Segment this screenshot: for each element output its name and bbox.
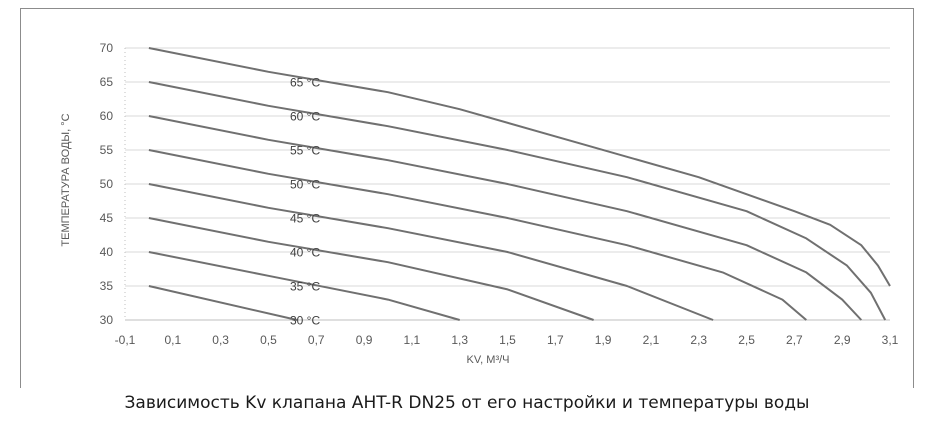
x-tick-label: 2,7: [786, 333, 803, 347]
series-label: 60 °C: [290, 110, 320, 124]
series-line-6: [148, 115, 863, 321]
series-line-3: [148, 217, 594, 321]
x-tick-label: 1,9: [595, 333, 612, 347]
x-tick-label: 0,9: [356, 333, 373, 347]
series-line-8: [148, 47, 891, 287]
series-line-2: [148, 251, 460, 321]
y-tick-label: 55: [100, 143, 114, 157]
chart-caption: Зависимость Kv клапана AHT-R DN25 от его…: [124, 393, 810, 413]
y-tick-label: 70: [100, 41, 114, 55]
series-line-7: [148, 81, 887, 321]
y-tick-label: 65: [100, 75, 114, 89]
chart-area: 30 °C 35 °C 40 °C 45 °C 50 °C 55 °C 60 °C 65 °C…: [60, 41, 899, 366]
y-tick-label: 30: [100, 313, 114, 327]
series-line-4: [148, 183, 714, 321]
y-tick-labels: 30 35 40 45 50 55 60 65 70: [100, 41, 114, 327]
series-label: 30 °C: [290, 314, 320, 328]
x-axis-title: KV, М³/Ч: [467, 354, 510, 366]
x-tick-label: -0,1: [115, 333, 136, 347]
x-tick-label: 2,5: [738, 333, 755, 347]
y-tick-label: 35: [100, 279, 114, 293]
series-label: 45 °C: [290, 212, 320, 226]
y-tick-label: 50: [100, 177, 114, 191]
series-lines: [148, 47, 891, 321]
series-line-1: [148, 285, 298, 321]
series-label: 65 °C: [290, 76, 320, 90]
series-label: 35 °C: [290, 280, 320, 294]
x-tick-label: 0,5: [260, 333, 277, 347]
y-tick-label: 40: [100, 245, 114, 259]
series-label: 40 °C: [290, 246, 320, 260]
x-tick-label: 3,1: [882, 333, 899, 347]
x-tick-label: 1,7: [547, 333, 564, 347]
x-tick-label: 2,3: [690, 333, 707, 347]
x-tick-label: 2,1: [643, 333, 660, 347]
y-tick-label: 60: [100, 109, 114, 123]
series-label: 50 °C: [290, 178, 320, 192]
y-tick-label: 45: [100, 211, 114, 225]
x-tick-label: 1,1: [404, 333, 421, 347]
x-tick-label: 0,1: [164, 333, 181, 347]
x-tick-labels: -0,1 0,1 0,3 0,5 0,7 0,9 1,1 1,3 1,5 1,7 1,9 2,1 2,3…: [115, 333, 899, 347]
x-tick-label: 1,5: [499, 333, 516, 347]
x-tick-label: 1,3: [451, 333, 468, 347]
x-tick-label: 0,3: [212, 333, 229, 347]
series-labels: 30 °C 35 °C 40 °C 45 °C 50 °C 55 °C 60 °C 65 °C: [290, 76, 320, 328]
x-tick-label: 2,9: [834, 333, 851, 347]
series-label: 55 °C: [290, 144, 320, 158]
chart-frame: [20, 8, 914, 388]
y-axis-title: ТЕМПЕРАТУРА ВОДЫ, °С: [60, 113, 72, 246]
series-line-5: [148, 149, 807, 321]
x-tick-label: 0,7: [308, 333, 325, 347]
